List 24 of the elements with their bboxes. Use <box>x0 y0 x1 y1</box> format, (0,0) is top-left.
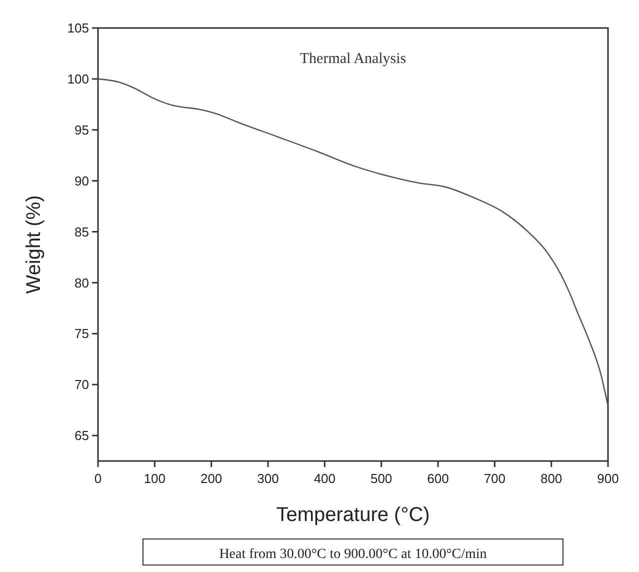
x-tick-label: 500 <box>370 471 392 486</box>
y-tick-label: 65 <box>74 428 89 444</box>
x-tick-label: 400 <box>314 471 336 486</box>
text: Thermal Analysis <box>300 51 406 67</box>
x-tick-label: 800 <box>540 471 562 486</box>
x-axis-title: Temperature (°C) <box>276 504 430 526</box>
line-series <box>97 78 609 407</box>
y-axis-title: Weight (%) <box>23 195 45 294</box>
y-tick-label: 95 <box>74 122 89 138</box>
y-tick-label: 70 <box>74 377 89 392</box>
y-tick-label: 75 <box>74 326 89 342</box>
x-tick-label: 700 <box>484 471 506 486</box>
y-tick-label: 100 <box>67 71 89 86</box>
x-tick-label: 300 <box>257 471 279 486</box>
x-tick-label: 100 <box>144 471 166 486</box>
x-tick-label: 0 <box>94 471 102 486</box>
x-tick-label: 900 <box>597 471 619 486</box>
y-tick-label: 85 <box>74 224 89 240</box>
y-tick-label: 80 <box>74 275 89 290</box>
y-tick-label: 90 <box>74 173 89 188</box>
x-tick-label: 600 <box>427 471 449 486</box>
text: Heat from 30.00°C to 900.00°C at 10.00°C/min <box>219 546 487 562</box>
x-tick-label: 200 <box>200 471 222 486</box>
y-tick-label: 105 <box>67 20 89 36</box>
